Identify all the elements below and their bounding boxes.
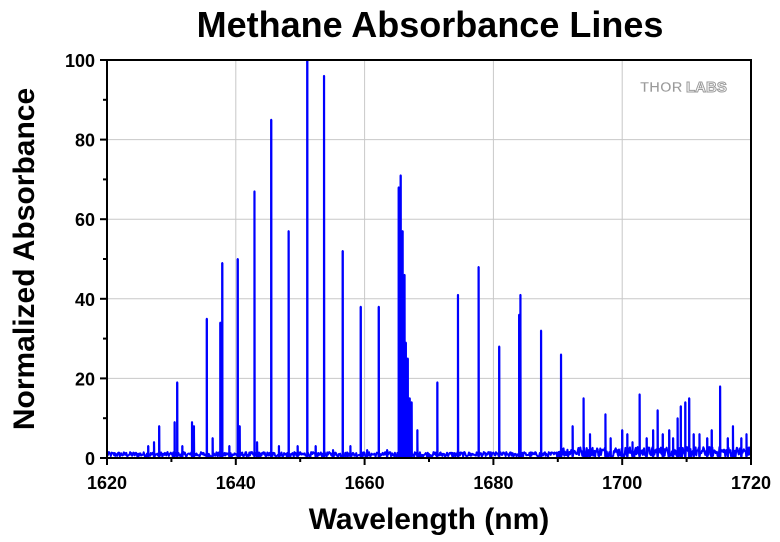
watermark-text-left: THOR: [640, 79, 683, 96]
y-tick-labels: 0 20 40 60 80 100: [65, 51, 95, 469]
grid-lines: [107, 60, 751, 458]
y-tick-label: 60: [75, 210, 95, 230]
absorbance-series: [106, 59, 752, 458]
y-tick-label: 100: [65, 51, 95, 71]
x-tick-label: 1700: [602, 473, 642, 493]
chart-title: Methane Absorbance Lines: [196, 4, 664, 45]
absorbance-line: [106, 59, 752, 458]
x-tick-label: 1620: [87, 473, 127, 493]
plot-frame: [106, 59, 752, 459]
y-tick-label: 20: [75, 369, 95, 389]
y-tick-label: 80: [75, 131, 95, 151]
x-axis-label: Wavelength (nm): [309, 503, 550, 536]
x-tick-label: 1640: [216, 473, 256, 493]
x-tick-label: 1660: [345, 473, 385, 493]
watermark-text-right: LABS: [686, 79, 727, 96]
y-tick-label: 0: [85, 449, 95, 469]
y-axis-label: Normalized Absorbance: [8, 88, 41, 430]
axis-ticks: [100, 59, 752, 465]
x-tick-labels: 1620 1640 1660 1680 1700 1720: [87, 473, 771, 493]
x-tick-label: 1680: [473, 473, 513, 493]
y-tick-label: 40: [75, 290, 95, 310]
x-tick-label: 1720: [731, 473, 771, 493]
thorlabs-watermark-logo: THOR LABS: [640, 79, 728, 97]
